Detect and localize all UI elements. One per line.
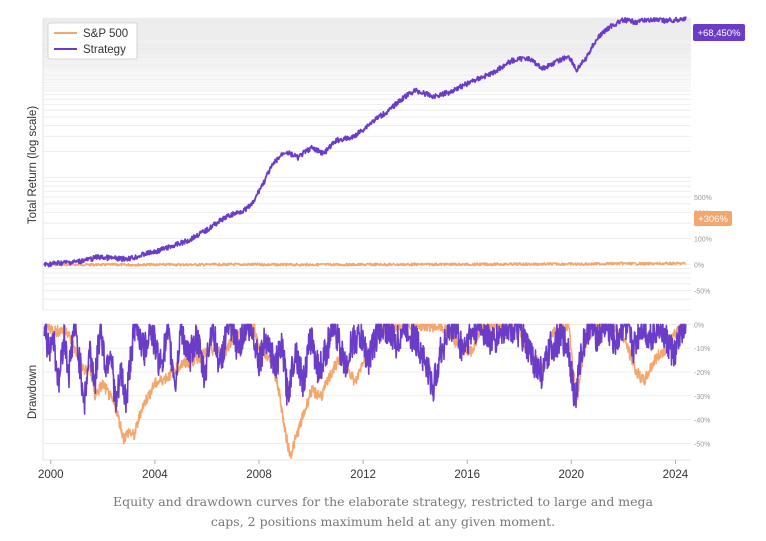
x-tick-label: 2012 <box>350 469 376 481</box>
drawdown-y-tick-label: -10% <box>694 346 710 353</box>
equity-y-tick-label: 500% <box>694 195 712 202</box>
x-tick-label: 2004 <box>142 469 168 481</box>
equity-y-axis-label: Total Return (log scale) <box>27 106 39 224</box>
drawdown-y-tick-label: -50% <box>694 441 710 448</box>
sp500-end-label: +306% <box>698 214 728 225</box>
x-tick-label: 2020 <box>558 469 584 481</box>
x-tick-label: 2000 <box>38 469 64 481</box>
x-tick-label: 2024 <box>663 469 689 481</box>
strategy-end-badge: +68,450% <box>693 24 745 41</box>
drawdown-panel: 0% -10% -20% -30% -40% -50% Drawdown 2000 2004… <box>27 322 710 481</box>
drawdown-lines <box>43 323 687 460</box>
drawdown-y-ticks: 0% -10% -20% -30% -40% -50% <box>694 322 710 448</box>
sp500-equity-line <box>44 261 687 267</box>
equity-y-tick-label: -50% <box>694 289 710 296</box>
legend-label-sp500: S&P 500 <box>83 28 128 40</box>
legend-label-strategy: Strategy <box>83 44 126 56</box>
drawdown-y-tick-label: -40% <box>694 418 710 425</box>
equity-panel: 500%300%200%100%0%-50% Total Return (log… <box>27 16 745 311</box>
drawdown-y-tick-label: -30% <box>694 394 710 401</box>
strategy-end-label: +68,450% <box>697 28 741 39</box>
drawdown-y-tick-label: -20% <box>694 370 710 377</box>
x-axis-ticks: 2000 2004 2008 2012 2016 2020 2024 <box>38 460 689 481</box>
x-tick-label: 2008 <box>246 469 272 481</box>
sp500-drawdown-line <box>43 323 681 460</box>
chart-figure: 500%300%200%100%0%-50% Total Return (log… <box>27 16 745 481</box>
legend: S&P 500 Strategy <box>47 22 138 60</box>
strategy-equity-line <box>43 16 687 268</box>
equity-y-tick-label: 100% <box>694 236 712 243</box>
equity-y-ticks: 500%300%200%100%0%-50% <box>694 195 712 296</box>
figure-caption: Equity and drawdown curves for the elabo… <box>112 494 654 529</box>
drawdown-y-axis-label: Drawdown <box>27 365 39 419</box>
drawdown-y-tick-label: 0% <box>694 322 704 329</box>
equity-y-tick-label: 0% <box>694 263 704 270</box>
strategy-drawdown-line <box>43 323 687 415</box>
equity-grid <box>42 17 691 311</box>
equity-lines <box>43 16 687 268</box>
x-tick-label: 2016 <box>454 469 480 481</box>
sp500-end-badge: +306% <box>694 211 732 226</box>
